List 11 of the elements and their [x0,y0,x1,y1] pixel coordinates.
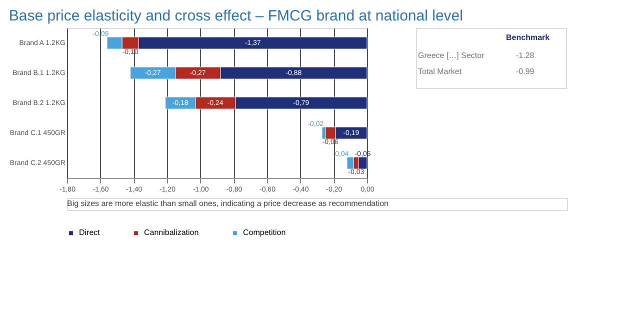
text: Benchmark [506,33,550,42]
text: Big sizes are more elastic than small ones, indicating a price decrease as recommendation [67,199,388,208]
bar [358,156,368,170]
legend-label: Competition [243,228,286,238]
legend-label: Direct [79,228,101,238]
text: Total Market [418,67,462,76]
text: -1.28 [516,51,535,60]
text: -0.99 [516,67,535,76]
chart-title: Base price elasticity and cross effect – FMCG brand at national level [8,8,463,24]
legend-label: Cannibalization [144,228,199,238]
text: Greece […] Sector [418,51,485,60]
